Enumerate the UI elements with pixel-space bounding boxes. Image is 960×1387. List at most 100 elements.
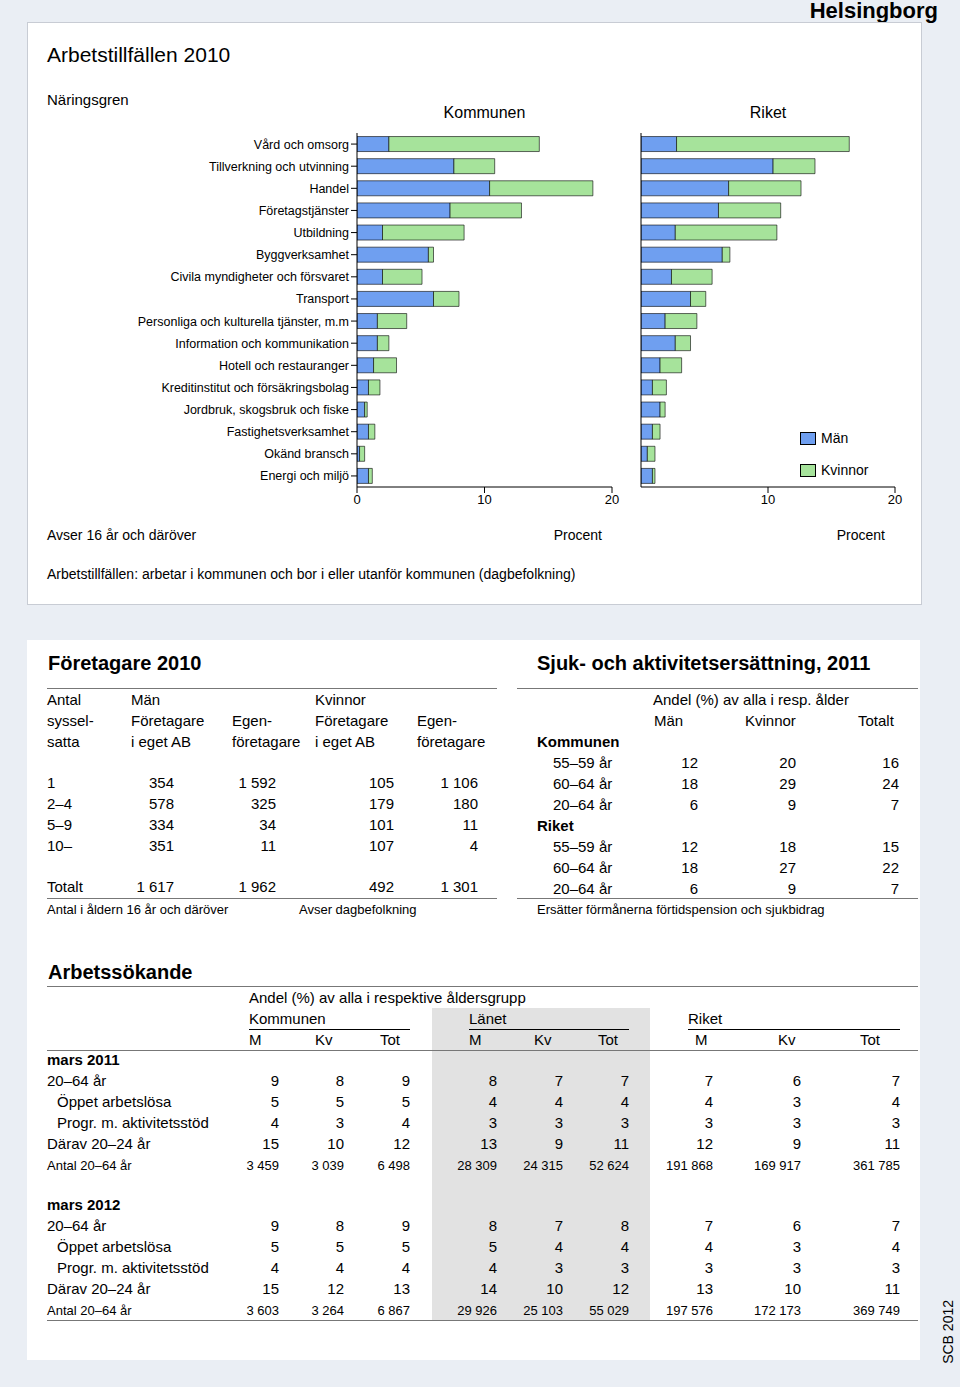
svg-text:0: 0	[353, 492, 360, 507]
html-text:Därav 20–24 år: Därav 20–24 år	[47, 1135, 151, 1153]
html-text:Progr. m. aktivitetsstöd: Progr. m. aktivitetsstöd	[57, 1114, 209, 1132]
svg-text:Vård och omsorg: Vård och omsorg	[254, 138, 349, 152]
svg-text:Okänd bransch: Okänd bransch	[264, 447, 349, 461]
html-text:1 301: 1 301	[440, 878, 478, 896]
html-text:Arbetstillfällen 2010: Arbetstillfällen 2010	[47, 43, 231, 67]
html-text:Arbetstillfällen: arbetar i ko: Arbetstillfällen: arbetar i kommunen och…	[47, 565, 576, 582]
html-text:Företagare: Företagare	[131, 712, 205, 730]
html-text:Egen-: Egen-	[232, 712, 272, 730]
html-text:företagare: företagare	[417, 733, 486, 751]
html-text:Öppet arbetslösa: Öppet arbetslösa	[57, 1238, 172, 1256]
html-text:180: 180	[453, 795, 478, 813]
html-text:492: 492	[369, 878, 394, 896]
html-text:Öppet arbetslösa: Öppet arbetslösa	[57, 1093, 172, 1111]
html-text:179: 179	[369, 795, 394, 813]
svg-text:Transport: Transport	[296, 292, 350, 306]
html-text:Totalt: Totalt	[858, 712, 894, 730]
html-text:2–4: 2–4	[47, 795, 72, 813]
html-text:20–64 år: 20–64 år	[47, 1217, 107, 1235]
html-text:Tot: Tot	[380, 1031, 400, 1049]
html-text:Riket: Riket	[688, 1010, 723, 1028]
html-text:mars 2011: mars 2011	[47, 1051, 120, 1069]
html-text:mars 2012: mars 2012	[47, 1196, 121, 1214]
html-text:1 106: 1 106	[440, 774, 478, 792]
html-text:Egen-: Egen-	[417, 712, 457, 730]
html-text:55–59 år: 55–59 år	[553, 754, 613, 772]
html-text:Män: Män	[654, 712, 684, 730]
html-text:Näringsgren: Näringsgren	[47, 91, 129, 109]
html-text:1 962: 1 962	[238, 878, 276, 896]
html-text:Kvinnor: Kvinnor	[745, 712, 796, 730]
svg-text:Utbildning: Utbildning	[293, 226, 349, 240]
html-text:1 592: 1 592	[238, 774, 276, 792]
svg-text:Handel: Handel	[309, 182, 349, 196]
svg-text:Tillverkning och utvinning: Tillverkning och utvinning	[209, 160, 349, 174]
svg-text:Energi och miljö: Energi och miljö	[260, 469, 349, 483]
html-text:5–9: 5–9	[47, 816, 72, 834]
svg-text:10: 10	[761, 492, 775, 507]
html-text:Kommunen: Kommunen	[537, 733, 620, 751]
html-text:Företagare: Företagare	[315, 712, 389, 730]
html-text:företagare: företagare	[232, 733, 301, 751]
html-text:107: 107	[369, 837, 394, 855]
html-text:Andel (%) av alla i respektive: Andel (%) av alla i respektive åldersgru…	[249, 989, 526, 1007]
html-text:Sjuk- och aktivitetsersättning: Sjuk- och aktivitetsersättning, 2011	[537, 652, 871, 674]
svg-text:Civila myndigheter och försvar: Civila myndigheter och försvaret	[170, 270, 349, 284]
html-text:Procent: Procent	[836, 526, 885, 543]
html-text:Länet: Länet	[469, 1010, 507, 1028]
html-text:i eget AB: i eget AB	[315, 733, 375, 751]
html-text:354: 354	[149, 774, 174, 792]
html-text:105: 105	[369, 774, 394, 792]
html-text:351: 351	[149, 837, 174, 855]
html-text:578: 578	[149, 795, 174, 813]
html-text:Riket: Riket	[537, 817, 574, 835]
svg-text:Personliga och kulturella tjän: Personliga och kulturella tjänster, m.m	[138, 315, 349, 329]
html-text:20–64 år: 20–64 år	[553, 880, 613, 898]
html-text:12: 12	[681, 754, 698, 772]
svg-text:Byggverksamhet: Byggverksamhet	[256, 248, 350, 262]
svg-text:Information och kommunikation: Information och kommunikation	[175, 337, 349, 351]
svg-text:20: 20	[605, 492, 619, 507]
html-text:101: 101	[369, 816, 394, 834]
html-text:60–64 år: 60–64 år	[553, 775, 613, 793]
html-text:Kvinnor: Kvinnor	[315, 691, 366, 709]
html-text:Riket: Riket	[749, 103, 787, 121]
html-text:Progr. m. aktivitetsstöd: Progr. m. aktivitetsstöd	[57, 1259, 209, 1277]
svg-text:Jordbruk, skogsbruk och fiske: Jordbruk, skogsbruk och fiske	[184, 403, 349, 417]
html-text:20: 20	[779, 754, 796, 772]
svg-text:Kreditinstitut och försäkrings: Kreditinstitut och försäkringsbolag	[161, 381, 349, 395]
html-text:Tot: Tot	[860, 1031, 880, 1049]
html-text:Företagare 2010: Företagare 2010	[48, 652, 202, 674]
html-text:Kv: Kv	[315, 1031, 333, 1049]
html-text:Avser 16 år och däröver: Avser 16 år och däröver	[47, 526, 197, 543]
html-text:i eget AB: i eget AB	[131, 733, 191, 751]
html-text:Antal: Antal	[47, 691, 82, 709]
html-text:325: 325	[251, 795, 276, 813]
html-text:Procent: Procent	[553, 526, 602, 543]
html-text:Kommunen: Kommunen	[443, 103, 526, 121]
html-text:1 617: 1 617	[136, 878, 174, 896]
html-text:55–59 år: 55–59 år	[553, 838, 613, 856]
html-text:Totalt: Totalt	[47, 878, 83, 896]
html-text:10–: 10–	[47, 837, 72, 855]
svg-text:Hotell och restauranger: Hotell och restauranger	[219, 359, 349, 373]
html-text:Kommunen: Kommunen	[249, 1010, 326, 1028]
svg-text:Företagstjänster: Företagstjänster	[259, 204, 349, 218]
html-text:334: 334	[149, 816, 174, 834]
html-text:satta: satta	[47, 733, 80, 751]
html-text:Kv: Kv	[778, 1031, 796, 1049]
html-text:34: 34	[259, 816, 276, 834]
html-text:Kv: Kv	[534, 1031, 552, 1049]
html-text:20–64 år: 20–64 år	[553, 796, 613, 814]
html-text:Män: Män	[131, 691, 161, 709]
html-text:Tot: Tot	[598, 1031, 618, 1049]
html-text:Andel (%) av alla i resp. ålde: Andel (%) av alla i resp. ålder	[653, 691, 849, 709]
html-text:Därav 20–24 år: Därav 20–24 år	[47, 1280, 151, 1298]
html-text:Arbetssökande: Arbetssökande	[48, 961, 193, 983]
html-text:60–64 år: 60–64 år	[553, 859, 613, 877]
svg-text:10: 10	[477, 492, 491, 507]
svg-text:Fastighetsverksamhet: Fastighetsverksamhet	[227, 425, 350, 439]
html-text:syssel-: syssel-	[47, 712, 94, 730]
svg-text:20: 20	[888, 492, 902, 507]
html-text:20–64 år: 20–64 år	[47, 1072, 107, 1090]
